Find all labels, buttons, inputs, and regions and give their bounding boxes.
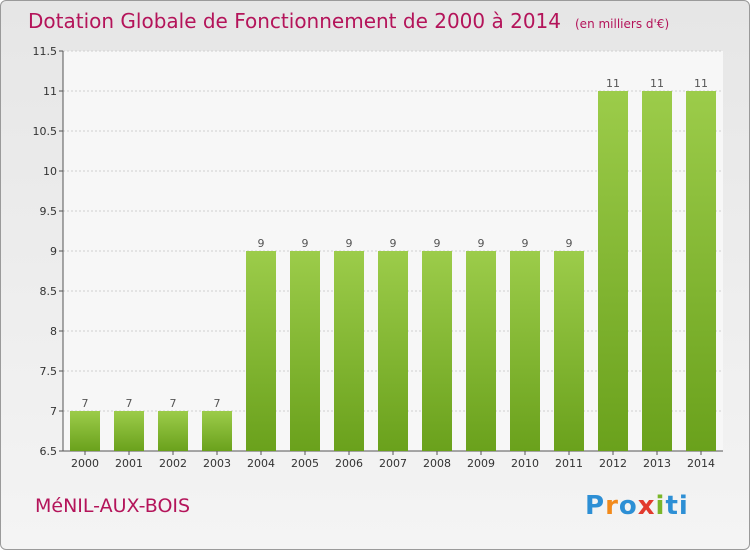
y-tick-label: 11.5	[33, 45, 58, 58]
bar	[686, 91, 716, 451]
logo-letter: r	[605, 491, 619, 521]
x-tick-label: 2007	[379, 457, 407, 470]
bar-value-label: 9	[522, 237, 529, 250]
bar	[202, 411, 232, 451]
bar	[422, 251, 452, 451]
bar	[466, 251, 496, 451]
y-tick-label: 8	[50, 325, 57, 338]
bar-value-label: 9	[346, 237, 353, 250]
x-tick-label: 2001	[115, 457, 143, 470]
bar	[114, 411, 144, 451]
x-tick-label: 2010	[511, 457, 539, 470]
bar	[246, 251, 276, 451]
x-tick-label: 2005	[291, 457, 319, 470]
bar-value-label: 11	[694, 77, 708, 90]
bar	[554, 251, 584, 451]
x-tick-label: 2002	[159, 457, 187, 470]
y-tick-label: 8.5	[40, 285, 58, 298]
y-tick-label: 9.5	[40, 205, 58, 218]
logo-letter: ti	[665, 491, 689, 521]
logo-letter: o	[618, 491, 638, 521]
y-tick-label: 7	[50, 405, 57, 418]
bar-value-label: 7	[82, 397, 89, 410]
y-tick-label: 10	[43, 165, 57, 178]
bar	[334, 251, 364, 451]
chart-subtitle: (en milliers d'€)	[575, 17, 670, 31]
x-tick-label: 2003	[203, 457, 231, 470]
bar-value-label: 9	[258, 237, 265, 250]
bar-value-label: 9	[390, 237, 397, 250]
bar	[642, 91, 672, 451]
proxiti-logo: Proxiti	[585, 491, 689, 521]
x-tick-label: 2012	[599, 457, 627, 470]
bar-value-label: 7	[126, 397, 133, 410]
logo-letter: P	[585, 491, 606, 521]
bar-value-label: 9	[478, 237, 485, 250]
bar	[70, 411, 100, 451]
bar	[510, 251, 540, 451]
town-name: MéNIL-AUX-BOIS	[35, 495, 191, 517]
bar	[598, 91, 628, 451]
bar-value-label: 7	[214, 397, 221, 410]
x-tick-label: 2008	[423, 457, 451, 470]
y-tick-label: 7.5	[40, 365, 58, 378]
x-tick-label: 2009	[467, 457, 495, 470]
y-tick-label: 6.5	[40, 445, 58, 458]
title-text: Dotation Globale de Fonctionnement de 20…	[28, 9, 561, 33]
x-tick-label: 2013	[643, 457, 671, 470]
bar-value-label: 9	[302, 237, 309, 250]
bar	[378, 251, 408, 451]
chart-title: Dotation Globale de Fonctionnement de 20…	[28, 9, 669, 33]
x-tick-label: 2006	[335, 457, 363, 470]
logo-letter: i	[655, 491, 666, 521]
x-tick-label: 2011	[555, 457, 583, 470]
bar-value-label: 9	[566, 237, 573, 250]
bar-value-label: 9	[434, 237, 441, 250]
bar-value-label: 11	[650, 77, 664, 90]
y-tick-label: 9	[50, 245, 57, 258]
bar-value-label: 7	[170, 397, 177, 410]
y-tick-label: 10.5	[33, 125, 58, 138]
x-tick-label: 2014	[687, 457, 715, 470]
y-tick-label: 11	[43, 85, 57, 98]
x-tick-label: 2000	[71, 457, 99, 470]
bar	[290, 251, 320, 451]
bar-value-label: 11	[606, 77, 620, 90]
logo-letter: x	[637, 491, 656, 521]
bar	[158, 411, 188, 451]
x-tick-label: 2004	[247, 457, 275, 470]
